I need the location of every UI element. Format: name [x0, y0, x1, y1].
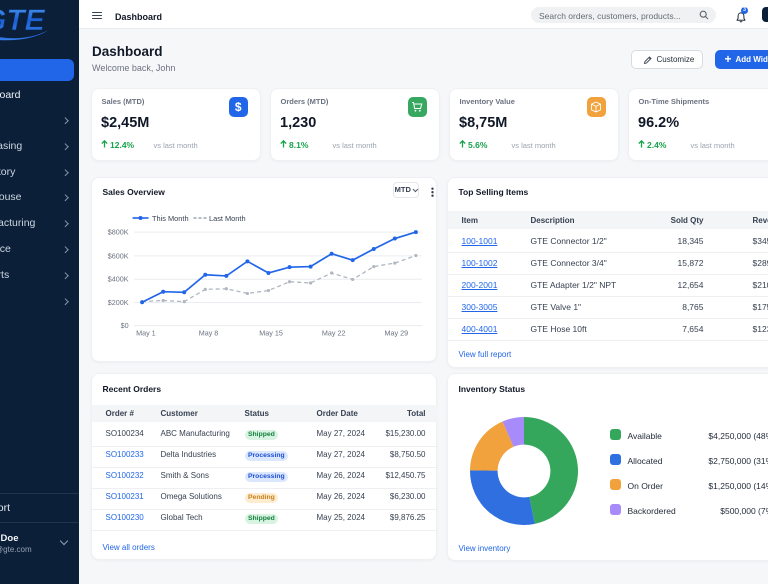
svg-text:GTE: GTE — [0, 4, 46, 37]
svg-text:$200K: $200K — [107, 298, 128, 307]
svg-text:May 1: May 1 — [136, 329, 156, 338]
svg-text:Last Month: Last Month — [209, 214, 246, 223]
svg-text:May 8: May 8 — [198, 329, 218, 338]
svg-text:$0: $0 — [120, 321, 128, 330]
svg-text:May 29: May 29 — [384, 329, 408, 338]
svg-text:$800K: $800K — [107, 228, 128, 237]
svg-text:$600K: $600K — [107, 251, 128, 260]
svg-text:This Month: This Month — [152, 214, 189, 223]
svg-text:May 22: May 22 — [321, 329, 345, 338]
svg-text:May 15: May 15 — [259, 329, 283, 338]
svg-text:$400K: $400K — [107, 275, 128, 284]
